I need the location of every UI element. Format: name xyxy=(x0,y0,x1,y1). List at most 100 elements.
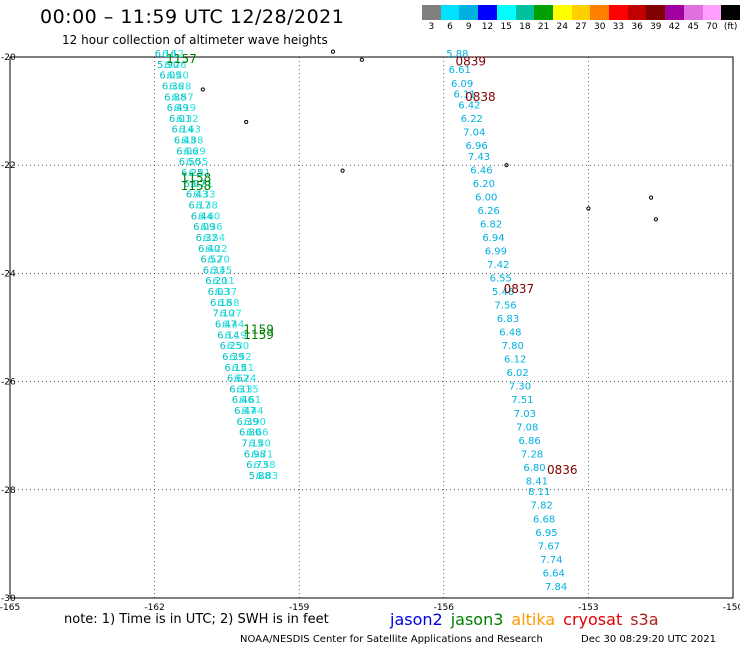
lat-tick-label: -24 xyxy=(1,269,16,279)
swh-value-cryosat: 6.68 xyxy=(533,514,555,525)
swh-value-cryosat: 6.02 xyxy=(506,368,528,379)
swh-value-jason3-b: 6.21 xyxy=(191,179,213,190)
track-time-label: 1157 xyxy=(166,52,197,66)
swh-value-cryosat: 6.11 xyxy=(453,90,475,101)
swh-value-jason3-b: 6.38 xyxy=(196,200,218,211)
swh-value-jason3-a: 6.20 xyxy=(205,276,227,287)
swh-value-cryosat: 6.20 xyxy=(473,179,495,190)
swh-value-cryosat: 6.80 xyxy=(523,463,545,474)
swh-value-jason3-b: 6.22 xyxy=(205,244,227,255)
page-title: 00:00 – 11:59 UTC 12/28/2021 xyxy=(40,6,345,28)
map-frame xyxy=(9,56,734,599)
color-swatch xyxy=(496,5,516,20)
track-time-label: 1158 xyxy=(181,179,212,193)
swh-value-jason3-b: 6.52 xyxy=(229,352,251,363)
swh-value-jason3-a: 6.16 xyxy=(155,49,177,60)
swh-value-jason3-a: 6.80 xyxy=(239,428,261,439)
swh-value-jason3-a: 6.44 xyxy=(191,211,213,222)
swh-value-cryosat: 7.56 xyxy=(494,301,516,312)
swh-value-jason3-b: 6.58 xyxy=(217,298,239,309)
swh-value-jason3-a: 6.25 xyxy=(220,341,242,352)
swh-value-jason3-b: 6.57 xyxy=(171,92,193,103)
lon-tick-label: -162 xyxy=(144,603,164,613)
color-swatch xyxy=(609,5,628,20)
swh-value-jason3-a: 6.01 xyxy=(169,114,191,125)
color-swatch xyxy=(590,5,610,20)
track-time-label: 0837 xyxy=(504,282,535,296)
island-outline xyxy=(653,217,658,222)
swh-value-cryosat: 6.48 xyxy=(499,328,521,339)
swh-value-jason3-b: 6.27 xyxy=(220,309,242,320)
swh-value-jason3-b: 6.19 xyxy=(224,330,246,341)
swh-value-jason3-a: 5.90 xyxy=(157,60,179,71)
swh-value-cryosat: 6.95 xyxy=(535,528,557,539)
legend-entry-cryosat: cryosat xyxy=(563,610,623,629)
color-swatch xyxy=(646,5,666,20)
swh-value-cryosat: 7.84 xyxy=(545,582,567,593)
color-swatch xyxy=(478,5,497,20)
swh-value-jason3-a: 6.50 xyxy=(179,157,201,168)
swh-value-jason3-b: 6.40 xyxy=(167,71,189,82)
swh-value-jason3-a: 6.14 xyxy=(171,125,193,136)
swh-value-jason3-a: 6.17 xyxy=(188,200,210,211)
swh-value-jason3-b: 6.83 xyxy=(256,471,278,482)
swh-value-jason3-b: 6.35 xyxy=(237,384,259,395)
color-scale-labels: 3 6 9 12 15 18 21 24 27 30 33 36 39 42 45 70 (ft) xyxy=(422,22,740,36)
color-scale-label: 15 xyxy=(500,22,512,32)
lon-tick-label: -150 xyxy=(723,603,740,613)
color-swatch xyxy=(683,5,703,20)
swh-value-jason3-a: 6.43 xyxy=(174,136,196,147)
track-time-label: 0838 xyxy=(465,90,496,104)
color-swatch xyxy=(422,5,441,20)
track-time-label: 0839 xyxy=(455,55,486,69)
swh-value-cryosat: 7.51 xyxy=(511,395,533,406)
swh-value-cryosat: 7.04 xyxy=(463,127,485,138)
satellite-legend: jason2 jason3 altika cryosat s3a xyxy=(390,610,667,629)
color-scale-label: 21 xyxy=(537,22,550,32)
swh-value-jason3-b: 6.55 xyxy=(186,157,208,168)
color-scale-label: 3 xyxy=(428,22,435,32)
swh-value-jason3-b: 6.54 xyxy=(203,233,225,244)
color-scale-bar xyxy=(422,5,740,20)
swh-value-cryosat: 6.00 xyxy=(475,192,497,203)
color-scale-label: (ft) xyxy=(723,22,738,32)
color-swatch xyxy=(552,5,572,20)
color-scale-label: 12 xyxy=(481,22,494,32)
swh-value-jason3-b: 6.33 xyxy=(193,190,215,201)
swh-value-cryosat: 7.74 xyxy=(540,555,562,566)
swh-value-jason3-a: 6.40 xyxy=(198,244,220,255)
swh-value-cryosat: 6.64 xyxy=(543,568,565,579)
swh-value-jason3-a: 6.88 xyxy=(164,92,186,103)
lon-tick-label: -165 xyxy=(0,603,20,613)
swh-value-jason3-b: 6.70 xyxy=(208,255,230,266)
color-scale-label: 39 xyxy=(650,22,662,32)
swh-value-cryosat: 7.80 xyxy=(502,341,524,352)
swh-value-jason3-a: 6.39 xyxy=(222,352,244,363)
color-scale-label: 24 xyxy=(556,22,569,32)
swh-value-cryosat: 7.67 xyxy=(538,541,560,552)
swh-value-jason3-a: 6.07 xyxy=(184,179,206,190)
color-scale-label: 9 xyxy=(465,22,472,32)
swh-value-jason3-b: 6.60 xyxy=(198,211,220,222)
lat-tick-label: -26 xyxy=(1,378,16,388)
footer-note: note: 1) Time is in UTC; 2) SWH is in fe… xyxy=(64,612,329,627)
swh-value-cryosat: 7.08 xyxy=(516,422,538,433)
swh-value-cryosat: 7.82 xyxy=(531,501,553,512)
swh-value-jason3-b: 6.12 xyxy=(162,49,184,60)
swh-value-cryosat: 6.83 xyxy=(497,314,519,325)
swh-value-cryosat: 7.42 xyxy=(487,260,509,271)
color-scale-label: 70 xyxy=(706,22,718,32)
color-swatch xyxy=(721,5,740,20)
swh-value-cryosat: 7.03 xyxy=(514,409,536,420)
lat-tick-label: -20 xyxy=(1,53,16,63)
swh-value-jason3-b: 6.30 xyxy=(227,341,249,352)
color-scale-label: 36 xyxy=(631,22,643,32)
swh-value-jason3-b: 6.44 xyxy=(241,406,263,417)
color-swatch xyxy=(534,5,553,20)
swh-value-jason3-a: 6.49 xyxy=(167,103,189,114)
legend-entry-altika: altika xyxy=(511,610,556,629)
swh-value-jason3-b: 6.90 xyxy=(244,417,266,428)
swh-value-cryosat: 6.55 xyxy=(490,274,512,285)
swh-value-jason3-a: 6.25 xyxy=(181,168,203,179)
